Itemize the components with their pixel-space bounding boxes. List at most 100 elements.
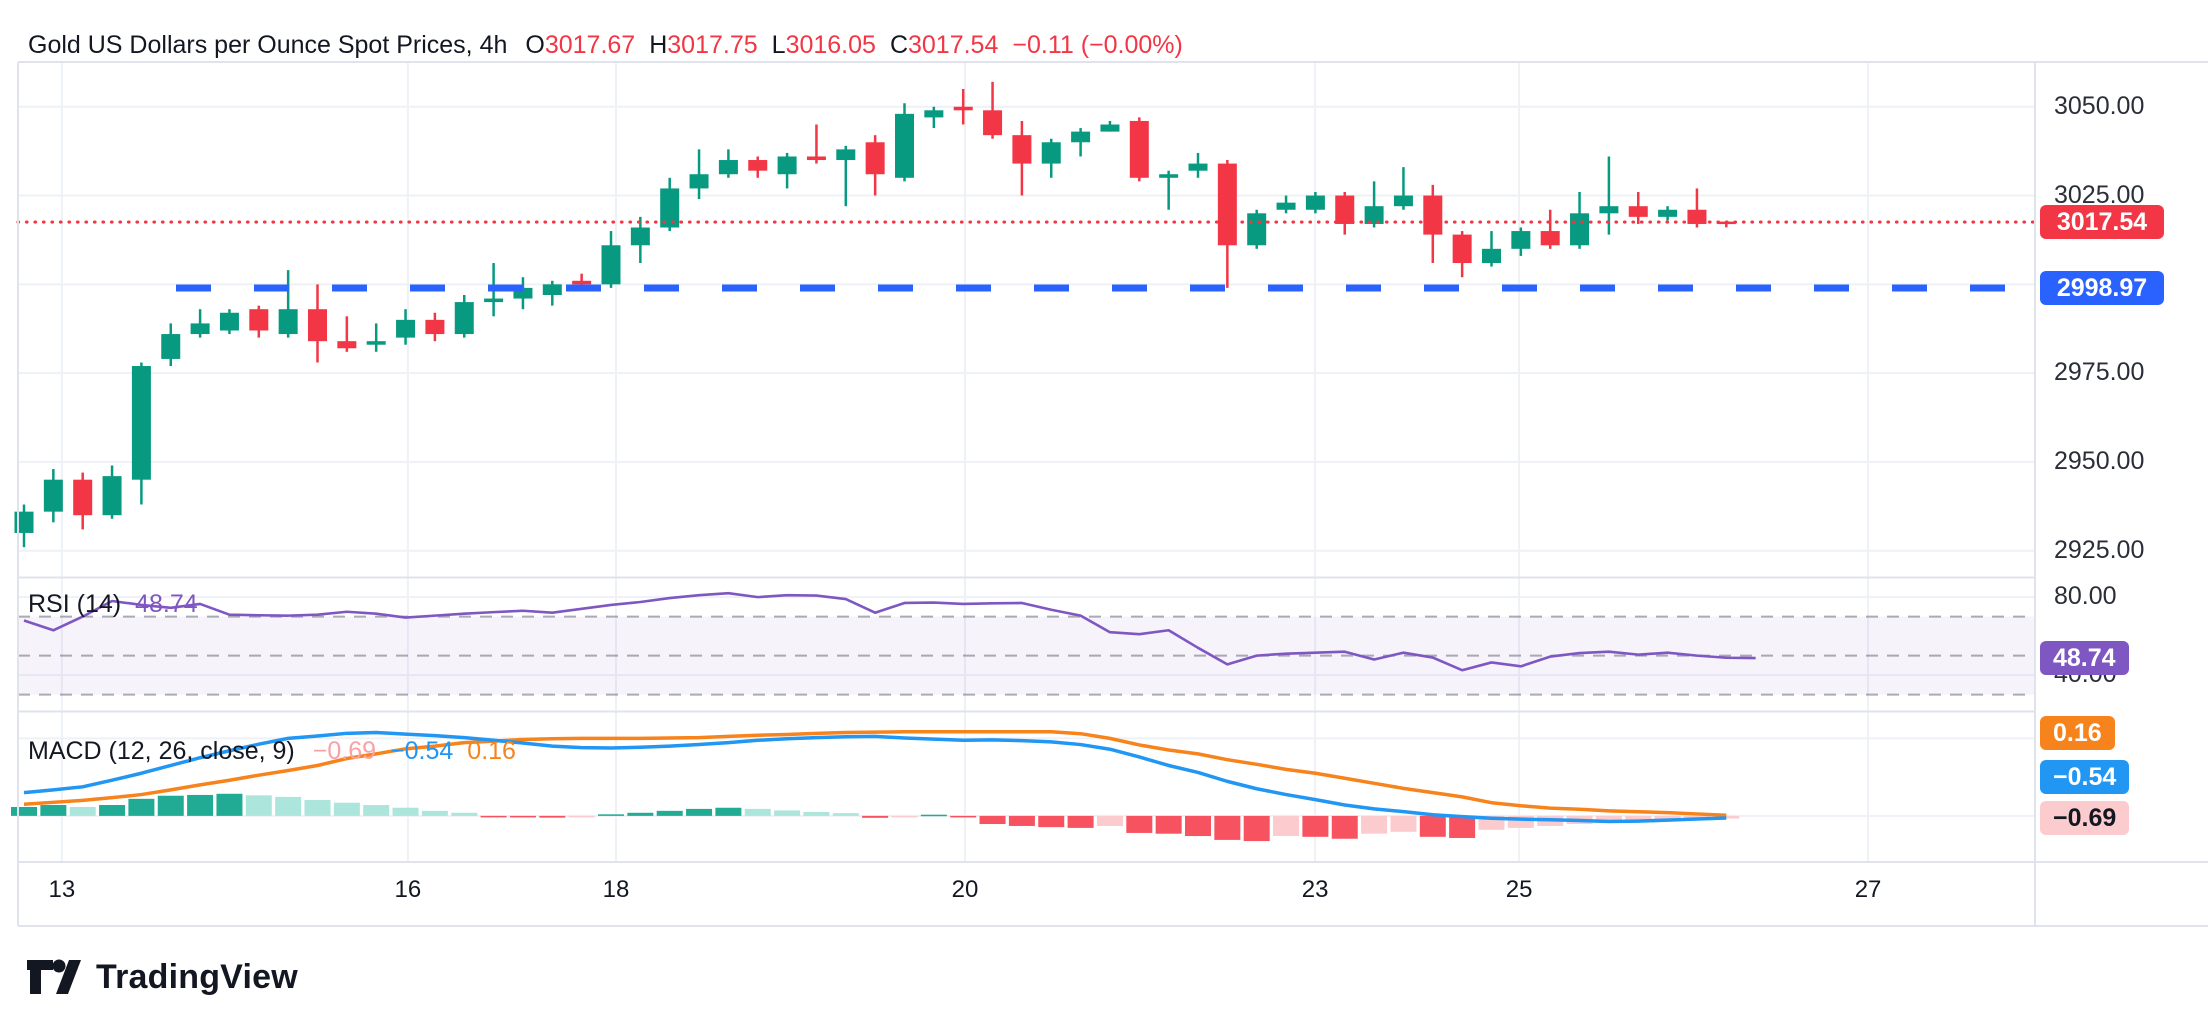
macd-bar xyxy=(920,814,947,817)
macd-bar xyxy=(1008,815,1035,826)
candle-body xyxy=(1628,206,1648,217)
candle-body xyxy=(1041,142,1061,164)
macd-bar xyxy=(950,815,977,818)
macd-bar xyxy=(1713,815,1740,819)
price-tick-label: 2950.00 xyxy=(2054,446,2145,475)
macd-bar xyxy=(1273,815,1300,837)
tradingview-logo[interactable]: TradingView xyxy=(26,956,298,998)
time-tick-label: 20 xyxy=(951,876,979,903)
candle-body xyxy=(1364,206,1384,224)
tradingview-logo-icon xyxy=(27,959,81,994)
macd-hist-value: −0.69 xyxy=(312,737,377,765)
macd-bar xyxy=(1038,815,1065,828)
price-tick-label: 2975.00 xyxy=(2054,358,2145,387)
candle-body xyxy=(249,309,269,331)
candle-body xyxy=(1687,209,1707,224)
candle-body xyxy=(219,312,239,331)
macd-bar xyxy=(333,802,360,816)
macd-signal-badge: 0.16 xyxy=(2040,716,2115,750)
candle-body xyxy=(484,298,504,303)
macd-bar xyxy=(1067,815,1094,828)
macd-legend[interactable]: MACD (12, 26, close, 9) −0.69 −0.54 0.16 xyxy=(28,736,516,766)
candle-body xyxy=(1100,124,1120,132)
rsi-legend[interactable]: RSI (14) 48.74 xyxy=(28,589,198,619)
macd-bar xyxy=(392,807,419,816)
candle-body xyxy=(366,341,386,345)
candle-body xyxy=(865,142,885,175)
macd-line-badge: −0.54 xyxy=(2040,760,2130,794)
macd-bar xyxy=(1096,815,1123,826)
candle-body xyxy=(190,323,210,335)
macd-bar xyxy=(69,806,96,816)
macd-bar xyxy=(744,808,771,816)
macd-hist-badge: −0.69 xyxy=(2040,801,2130,835)
candle-body xyxy=(1511,231,1531,249)
candle-body xyxy=(953,106,973,111)
macd-bar xyxy=(275,796,302,816)
candle-body xyxy=(689,174,709,189)
macd-bar xyxy=(627,812,654,816)
rsi-indicator-value: 48.74 xyxy=(135,590,198,618)
ohlc-open-label: O xyxy=(525,31,545,59)
macd-bar xyxy=(187,794,214,816)
candle-body xyxy=(102,476,122,516)
candle-body xyxy=(337,341,357,349)
tradingview-logo-text: TradingView xyxy=(96,957,298,996)
macd-bar xyxy=(363,805,390,816)
macd-main-line xyxy=(23,730,1727,824)
candle-body xyxy=(1012,135,1032,164)
candle-body xyxy=(660,188,680,228)
time-tick-label: 23 xyxy=(1301,876,1329,903)
candle-body xyxy=(983,110,1003,136)
candle-body xyxy=(1570,213,1590,246)
candle-body xyxy=(1071,131,1091,143)
macd-bar xyxy=(480,815,507,818)
macd-bar xyxy=(891,815,918,818)
macd-bar xyxy=(157,795,184,816)
candle-body xyxy=(425,319,445,335)
macd-bar xyxy=(979,815,1006,825)
macd-bar xyxy=(862,815,889,818)
macd-bar xyxy=(1419,815,1446,837)
candle-body xyxy=(572,280,592,285)
symbol-legend[interactable]: Gold US Dollars per Ounce Spot Prices, 4… xyxy=(28,30,1183,60)
candle-body xyxy=(1393,195,1413,207)
macd-bar xyxy=(1449,815,1476,838)
time-tick-label: 16 xyxy=(394,876,422,903)
macd-bar xyxy=(1331,815,1358,839)
macd-bar xyxy=(1390,815,1417,832)
macd-bar xyxy=(40,805,67,816)
rsi-value-badge: 48.74 xyxy=(2040,641,2129,676)
candle-body xyxy=(601,245,621,285)
candle-body xyxy=(1599,206,1619,214)
macd-bar xyxy=(1126,815,1153,833)
candle-body xyxy=(630,227,650,246)
macd-bar xyxy=(656,810,683,816)
rsi-indicator-name: RSI (14) xyxy=(28,590,122,618)
symbol-title: Gold US Dollars per Ounce Spot Prices, 4… xyxy=(28,31,508,59)
candle-body xyxy=(161,334,181,359)
candle-body xyxy=(454,302,474,335)
macd-bar xyxy=(216,793,243,816)
macd-bar xyxy=(539,815,566,818)
ohlc-low-label: L xyxy=(771,31,786,59)
price-tick-label: 3025.00 xyxy=(2054,180,2145,209)
macd-bar xyxy=(803,812,830,816)
macd-bar xyxy=(774,810,801,816)
rsi-tick-label: 80.00 xyxy=(2054,582,2117,611)
candle-body xyxy=(836,149,856,161)
time-tick-label: 13 xyxy=(48,876,76,903)
candle-body xyxy=(1452,234,1472,264)
candle-body xyxy=(895,113,914,178)
time-tick-label: 25 xyxy=(1505,876,1533,903)
macd-bar xyxy=(1302,815,1329,837)
candle-body xyxy=(1540,231,1560,246)
change-value: −0.11 (−0.00%) xyxy=(1012,31,1183,59)
candle-body xyxy=(718,160,738,175)
ohlc-close-label: C xyxy=(889,31,908,59)
candle-body xyxy=(777,156,797,175)
macd-bar xyxy=(421,810,448,816)
macd-signal-line xyxy=(23,730,1727,818)
